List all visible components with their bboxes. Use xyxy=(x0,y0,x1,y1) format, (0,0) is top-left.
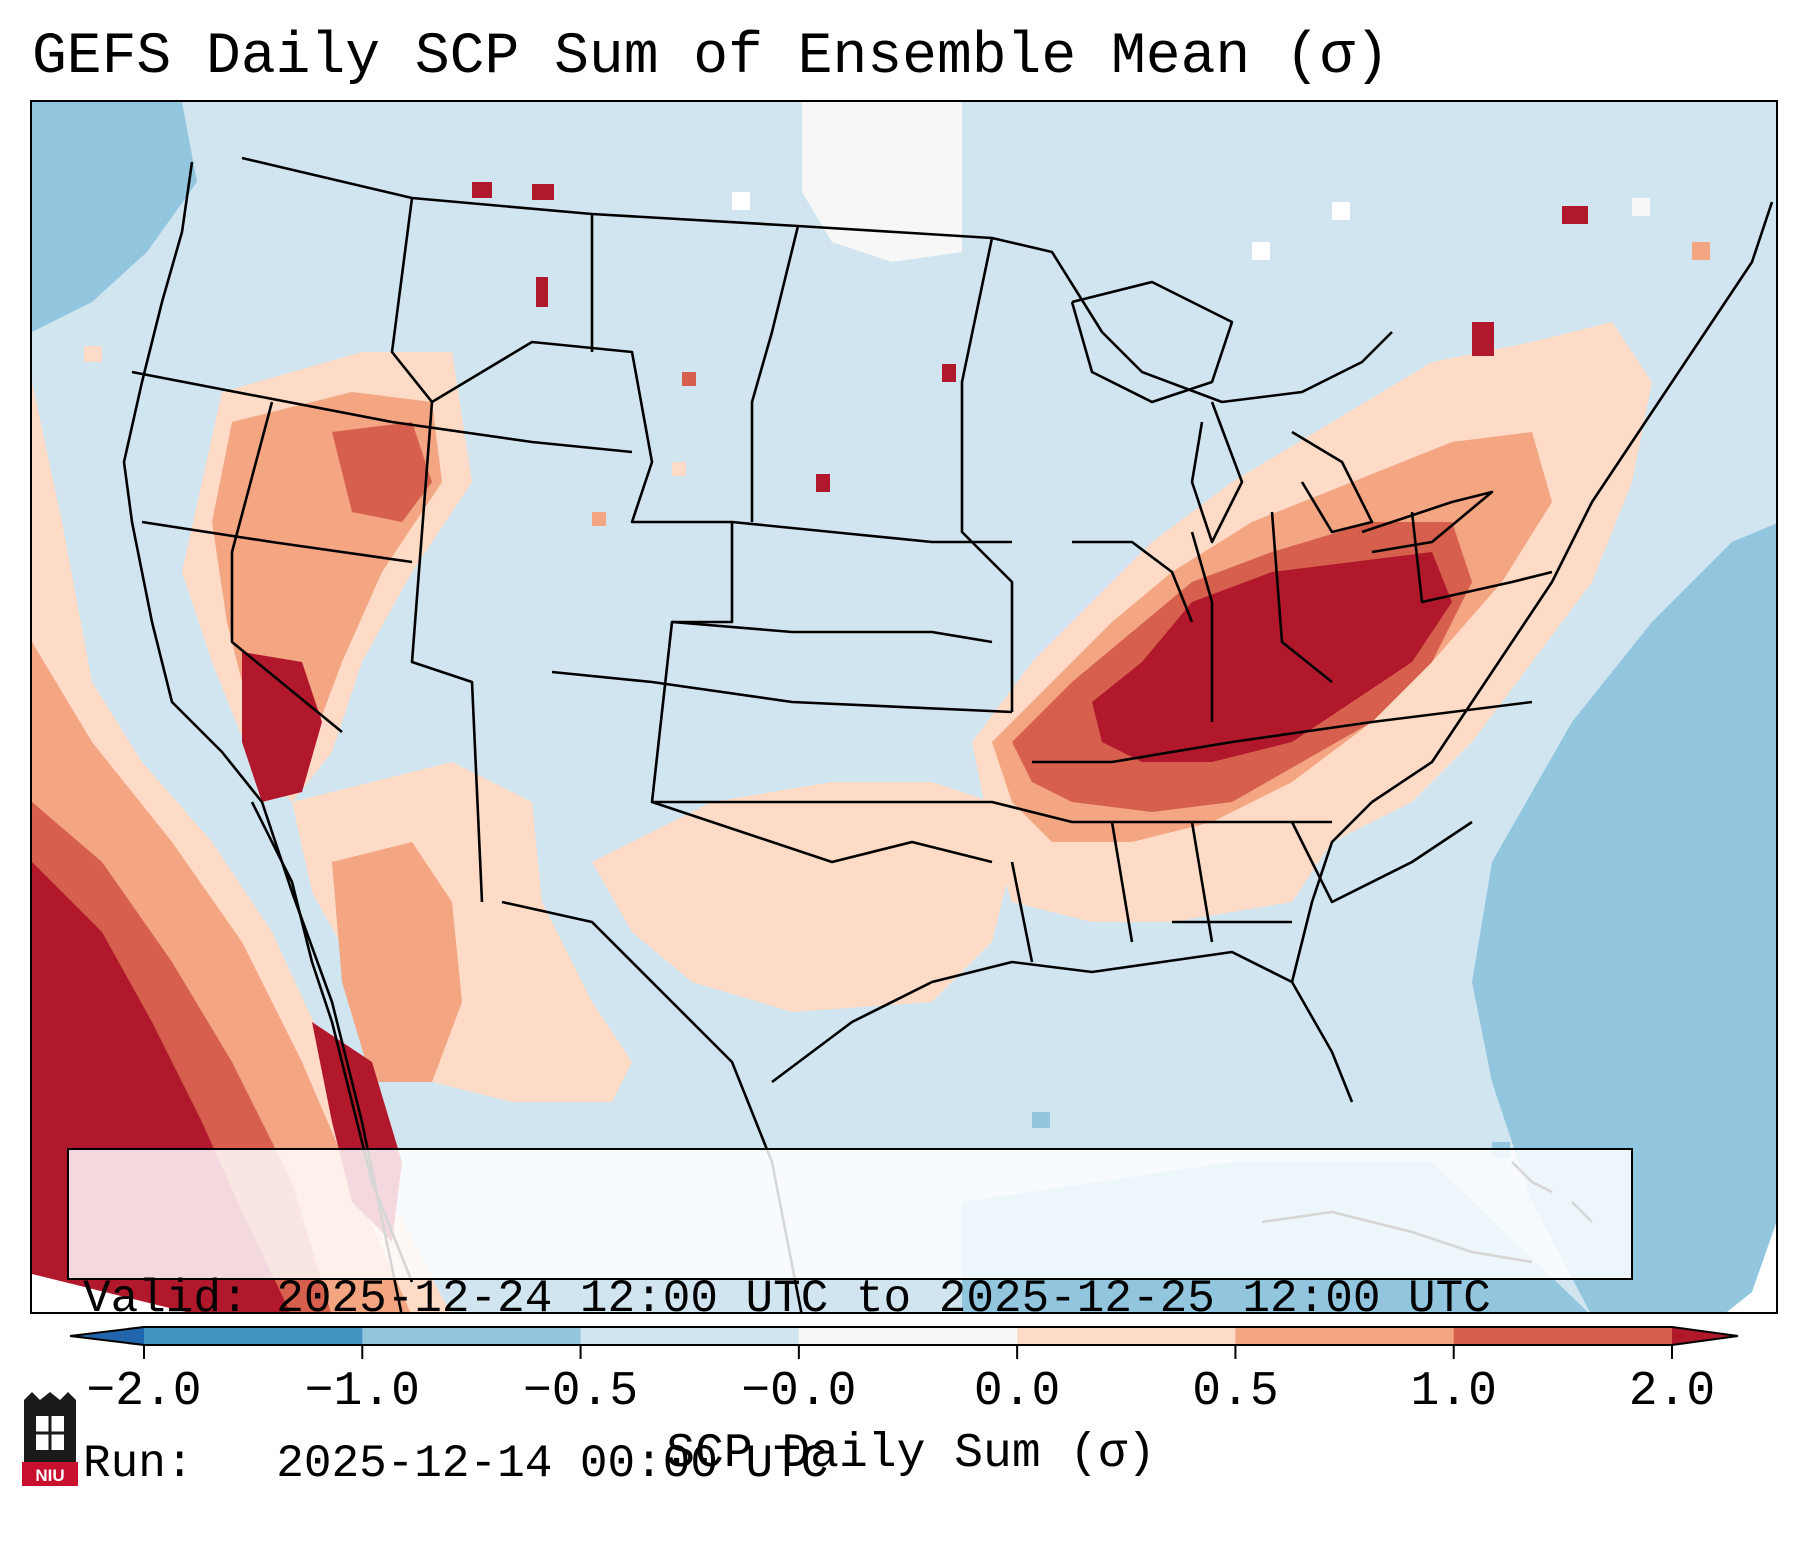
grid-cells xyxy=(84,182,1710,1158)
grid-cell xyxy=(1632,198,1650,216)
run-line: Run: 2025-12-14 00:00 UTC xyxy=(83,1437,1631,1492)
grid-cell xyxy=(1472,322,1494,356)
atlantic-coast-south xyxy=(1290,801,1373,983)
state-line xyxy=(1072,540,1194,623)
grid-cell xyxy=(84,346,102,362)
valid-run-info-box: Valid: 2025-12-24 12:00 UTC to 2025-12-2… xyxy=(67,1148,1633,1490)
shade-nw-pacific xyxy=(32,102,197,332)
state-line xyxy=(141,520,413,564)
colorbar-tick-label: 2.0 xyxy=(1628,1365,1716,1419)
shade-idaho-strong xyxy=(332,422,432,522)
run-label: Run: xyxy=(83,1438,194,1490)
state-line xyxy=(1032,700,1533,764)
colorbar-segment xyxy=(1017,1327,1236,1345)
state-line xyxy=(750,225,800,522)
lake-huron xyxy=(1291,430,1374,534)
state-line xyxy=(131,370,633,454)
colorbar-label: SCP Daily Sum (σ) xyxy=(666,1427,1156,1481)
valid-value: 2025-12-24 12:00 UTC to 2025-12-25 12:00… xyxy=(276,1273,1491,1325)
shade-southwest-light xyxy=(292,762,632,1102)
colorbar-segment xyxy=(1453,1327,1673,1345)
colorbar-extend-high xyxy=(1672,1327,1738,1345)
projection-edge-mask xyxy=(32,1274,186,1312)
colorbar-ticks xyxy=(143,1345,1673,1359)
logo-crenellation xyxy=(24,1392,76,1400)
state-line xyxy=(1190,531,1214,722)
map-title: GEFS Daily SCP Sum of Ensemble Mean (σ) xyxy=(32,25,1390,90)
map-canvas xyxy=(32,102,1776,1312)
shade-gulf-california-mid xyxy=(332,842,462,1082)
west-coast xyxy=(122,161,403,1312)
logo-text: NIU xyxy=(35,1466,64,1485)
colorbar-tick-label: −2.0 xyxy=(86,1365,202,1419)
colorbar-tick-label: −1.0 xyxy=(304,1365,420,1419)
grid-cell xyxy=(1332,202,1350,220)
state-line xyxy=(652,800,1332,824)
shade-north-neutral xyxy=(802,102,962,262)
us-canada-border xyxy=(241,156,1393,404)
colorbar-segment xyxy=(362,1327,582,1345)
grid-cell xyxy=(532,184,554,200)
grid-cell xyxy=(592,512,606,526)
colorbar-segment xyxy=(580,1327,800,1345)
colorbar-segment xyxy=(1235,1327,1455,1345)
state-line xyxy=(390,197,484,903)
state-line xyxy=(1010,861,1034,963)
colorbar-tick-label: −0.0 xyxy=(741,1365,857,1419)
grid-cell xyxy=(942,364,956,382)
valid-label: Valid: xyxy=(83,1273,249,1325)
valid-line: Valid: 2025-12-24 12:00 UTC to 2025-12-2… xyxy=(83,1272,1631,1327)
state-line xyxy=(1290,820,1473,904)
grid-cell xyxy=(682,372,696,386)
colorbar-segment xyxy=(144,1327,363,1345)
state-line xyxy=(551,670,1013,714)
grid-cell xyxy=(732,192,750,210)
colorbar-tick-label: 1.0 xyxy=(1410,1365,1497,1419)
state-line xyxy=(960,237,1014,712)
lake-superior xyxy=(1070,280,1234,404)
lake-erie xyxy=(1361,490,1494,554)
shade-nevada-max xyxy=(242,652,322,802)
state-line xyxy=(431,340,993,864)
grid-cell xyxy=(1032,1112,1050,1128)
state-line xyxy=(1110,821,1134,943)
grid-cell xyxy=(672,462,686,476)
grid-cell xyxy=(472,182,492,198)
niu-logo: NIU xyxy=(22,1392,78,1486)
grid-cell xyxy=(1562,206,1588,224)
grid-cell xyxy=(1252,242,1270,260)
logo-banner xyxy=(22,1462,78,1486)
run-value: 2025-12-14 00:00 UTC xyxy=(276,1438,829,1490)
state-line xyxy=(230,401,343,734)
state-line xyxy=(671,620,993,644)
lake-michigan xyxy=(1190,401,1244,544)
colorbar-tick-label: −0.5 xyxy=(522,1365,639,1419)
grid-cell xyxy=(1692,242,1710,260)
map-panel xyxy=(30,100,1778,1314)
colorbar-segments xyxy=(70,1326,1739,1346)
grid-cell xyxy=(536,277,548,307)
colorbar-tick-label: 0.0 xyxy=(973,1365,1061,1419)
shade-southern-plains-light xyxy=(592,782,1012,1012)
atlantic-coast xyxy=(1371,201,1774,804)
grid-cell xyxy=(816,474,830,492)
colorbar-tick-label: 0.5 xyxy=(1192,1365,1279,1419)
colorbar-segment xyxy=(798,1327,1018,1345)
projection-edge-mask xyxy=(1727,1223,1776,1312)
colorbar xyxy=(70,1326,1739,1359)
shade-atlantic-blue xyxy=(1472,523,1776,1312)
gulf-coast xyxy=(771,950,1354,1103)
colorbar-extend-low xyxy=(70,1327,144,1345)
state-line xyxy=(1410,511,1553,604)
shade-ohio-valley-max xyxy=(1092,552,1452,762)
state-line xyxy=(1270,511,1333,684)
